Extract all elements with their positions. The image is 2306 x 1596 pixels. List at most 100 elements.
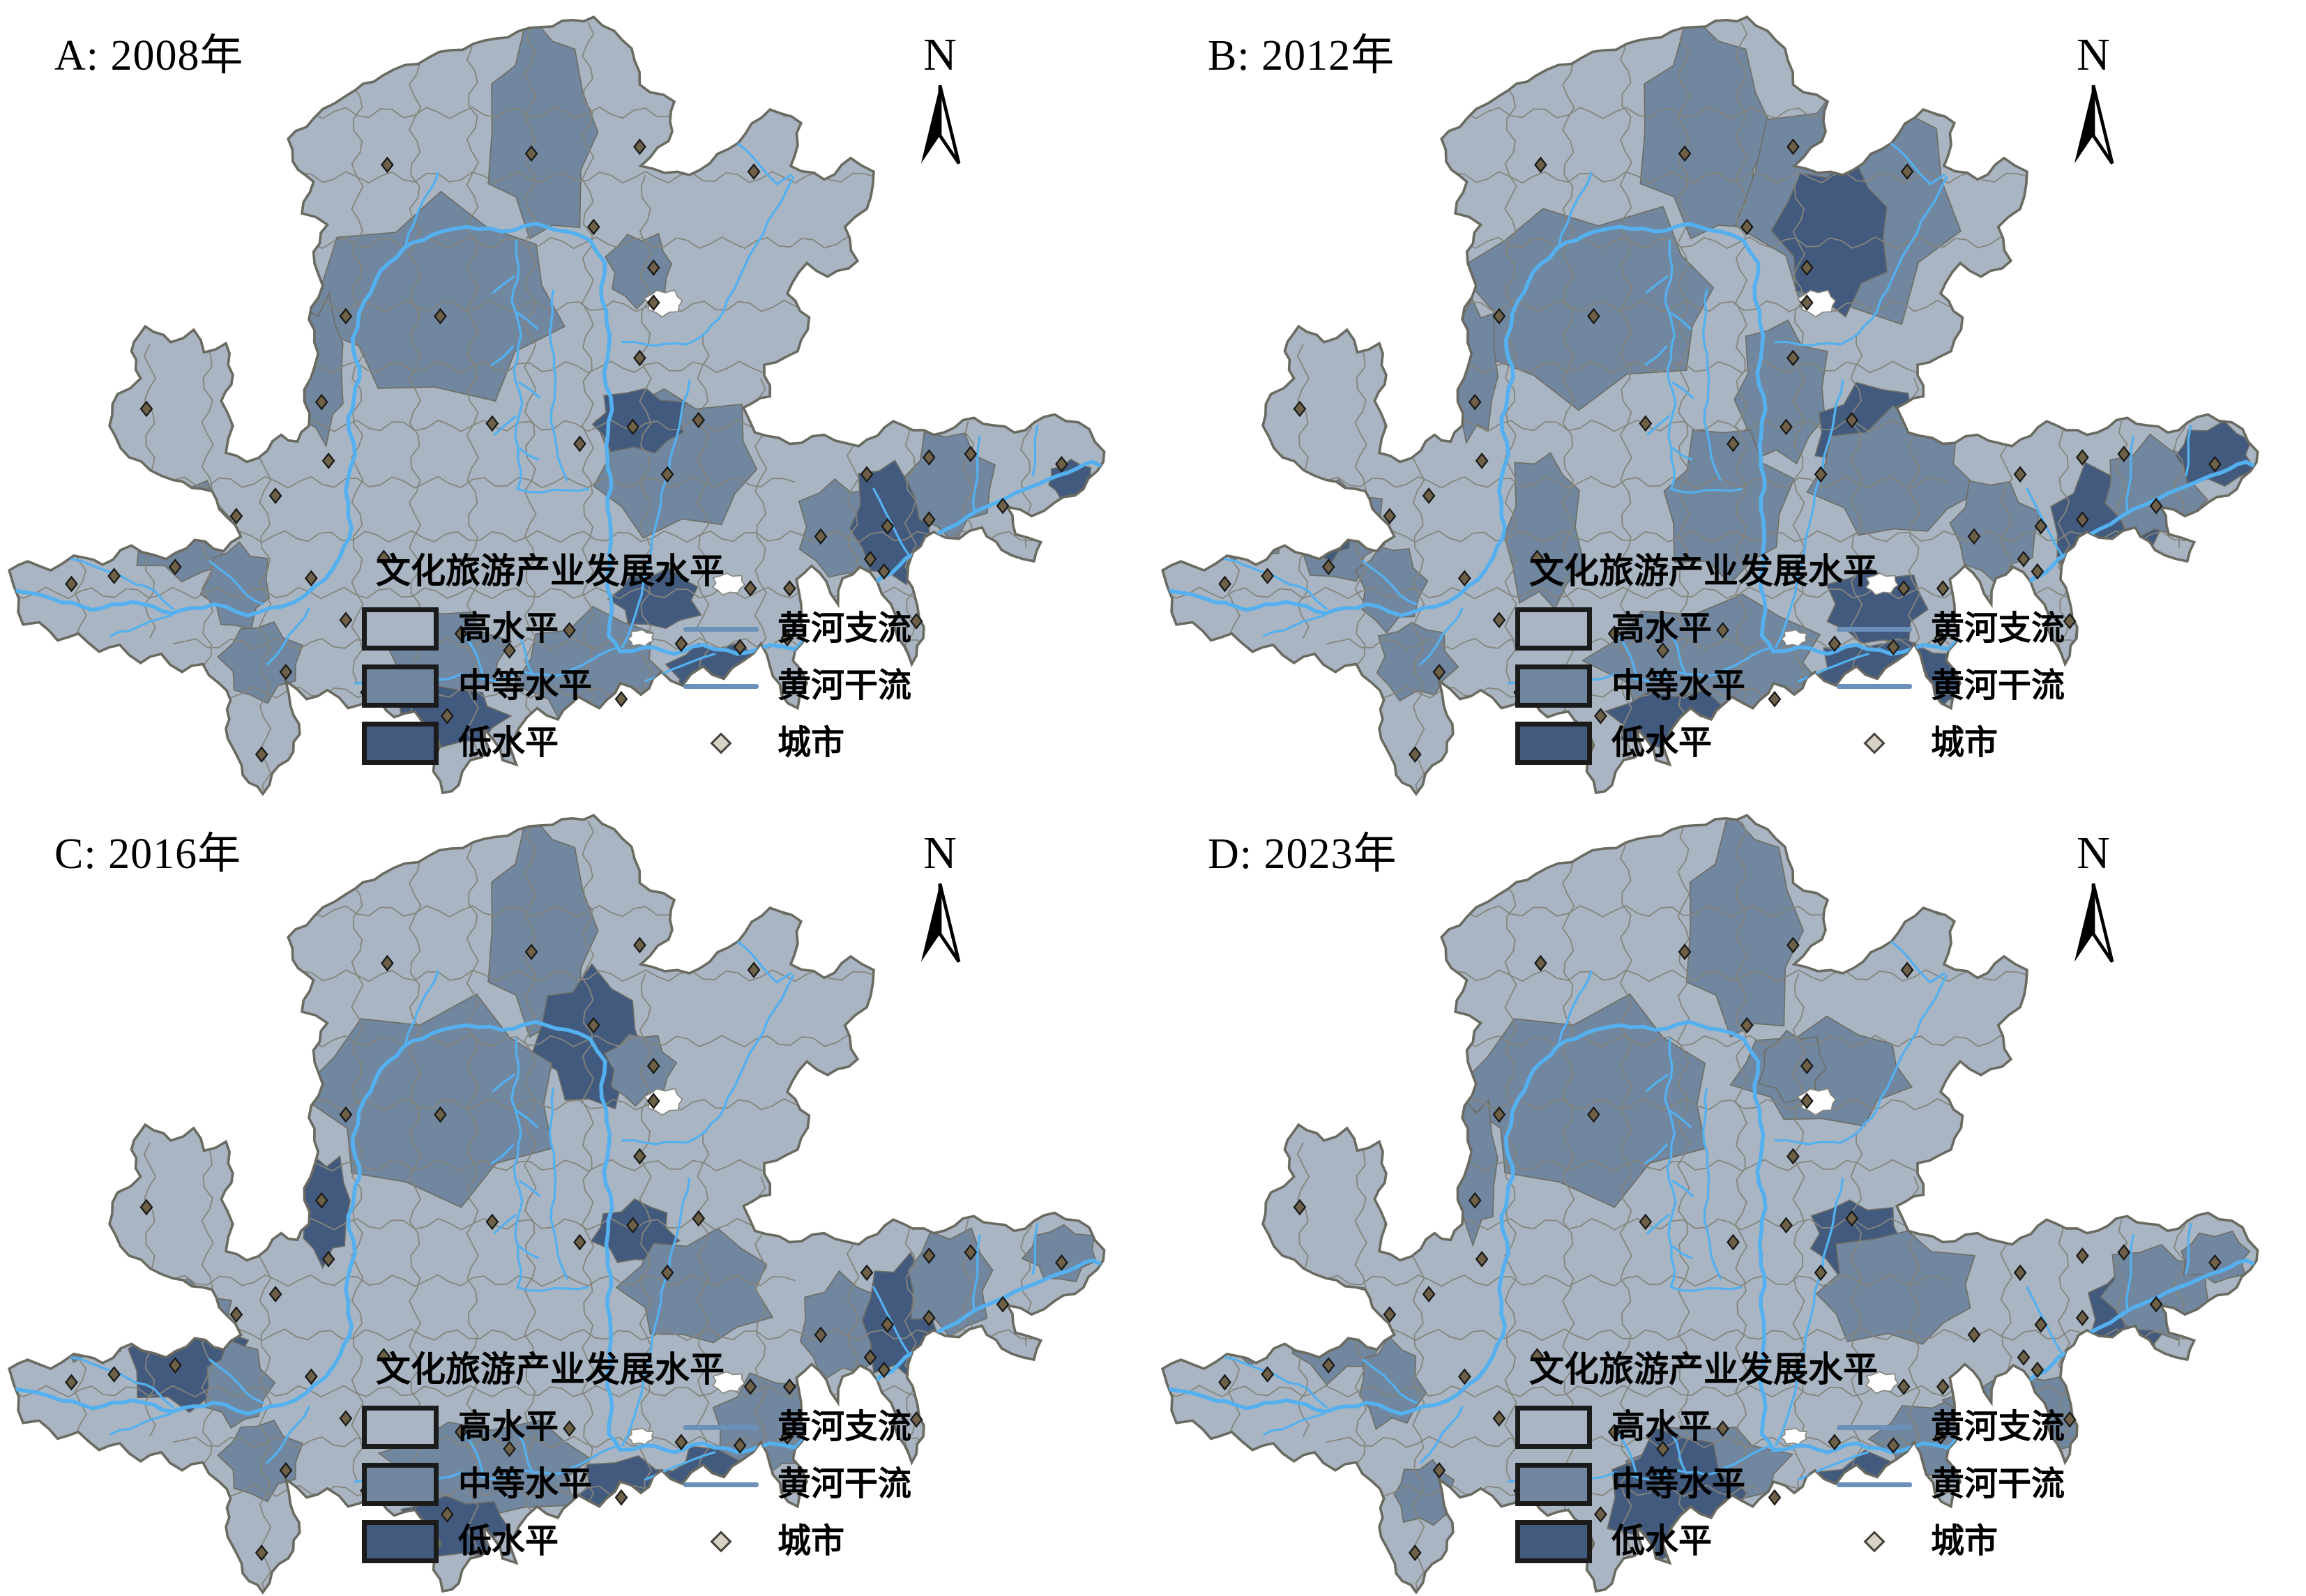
legend-grid: 高水平 黄河支流 中等水平 黄河干流 低水平 [1505,1406,2224,1563]
city-markers [65,138,1068,763]
legend-item-high: 高水平 [1505,1406,1826,1449]
county-borders [1165,22,2243,794]
tributary-label: 黄河支流 [1931,610,2065,647]
legend-title: 文化旅游产业发展水平 [1529,1350,1878,1389]
legend-grid: 高水平 黄河支流 中等水平 黄河干流 低水平 [352,607,1070,765]
legend-title: 文化旅游产业发展水平 [376,1350,725,1389]
basin-base [1162,815,2258,1593]
north-arrow-icon [2074,84,2114,165]
legend-item-low: 低水平 [1505,1520,1826,1563]
low-level-swatch [1515,722,1592,765]
north-label: N [2077,828,2110,879]
low-level-label: 低水平 [458,724,559,761]
legend-item-mainstem: 黄河干流 [673,666,1049,706]
legend-item-mainstem: 黄河干流 [1826,1464,2203,1505]
medium-level-swatch [362,1463,439,1506]
map-legend: 文化旅游产业发展水平 高水平 黄河支流 中等水平 黄河干流 [352,552,1070,765]
high-level-label: 高水平 [458,610,559,647]
legend-item-city: 城市 [673,1521,1049,1562]
tributary-line-icon [1836,1424,1913,1430]
high-level-label: 高水平 [458,1408,559,1445]
yellow-river-tributaries [1223,941,2192,1483]
north-indicator: N [2051,830,2135,968]
legend-item-tributary: 黄河支流 [673,1407,1049,1447]
north-label: N [923,828,957,879]
legend-item-medium: 中等水平 [352,1463,673,1506]
county-borders [11,820,1090,1593]
panel-title: D: 2023年 [1208,830,1397,878]
legend-grid: 高水平 黄河支流 中等水平 黄河干流 低水平 [352,1406,1070,1563]
city-label: 城市 [1931,1523,1998,1560]
panel-2016: C: 2016年 N 文化旅游产业发展水平 高水平 黄河支流 [0,798,1153,1596]
legend-title: 文化旅游产业发展水平 [376,552,725,591]
choropleth-map [1161,814,2259,1595]
legend-item-low: 低水平 [352,1520,673,1563]
panel-title: C: 2016年 [54,830,242,878]
panel-2023: D: 2023年 N 文化旅游产业发展水平 高水平 黄河支流 [1153,798,2306,1596]
legend-item-city: 城市 [1826,723,2203,763]
legend-item-low: 低水平 [352,722,673,765]
map-legend: 文化旅游产业发展水平 高水平 黄河支流 中等水平 黄河干流 [1505,1350,2224,1563]
low-level-label: 低水平 [458,1523,559,1560]
mainstem-label: 黄河干流 [777,667,912,704]
medium-level-label: 中等水平 [458,1466,593,1503]
city-diamond-icon [683,1530,759,1553]
city-label: 城市 [1931,724,1998,761]
tributary-line-icon [1836,626,1913,632]
medium-level-swatch [362,664,439,708]
medium-level-swatch [1515,1463,1592,1506]
low-level-swatch [362,722,439,765]
legend-item-low: 低水平 [1505,722,1826,765]
legend-item-tributary: 黄河支流 [1826,609,2203,649]
low-level-label: 低水平 [1611,724,1713,761]
legend-item-city: 城市 [673,723,1049,763]
yellow-river-tributaries [70,941,1039,1483]
tributary-label: 黄河支流 [777,610,912,647]
legend-item-mainstem: 黄河干流 [1826,666,2203,706]
medium-level-label: 中等水平 [1611,667,1746,704]
tributary-line-icon [683,1424,759,1430]
map-legend: 文化旅游产业发展水平 高水平 黄河支流 中等水平 黄河干流 [352,1350,1070,1563]
legend-item-tributary: 黄河支流 [673,609,1049,649]
mainstem-line-icon [683,683,759,689]
city-label: 城市 [777,1523,845,1560]
north-indicator: N [898,32,982,169]
basin-outline [1161,15,2259,796]
panel-2008: A: 2008年 N 文化旅游产业发展水平 高水平 黄河支流 [0,0,1153,798]
low-level-label: 低水平 [1611,1523,1713,1560]
mainstem-label: 黄河干流 [1931,1466,2065,1503]
choropleth-map [1161,15,2259,796]
basin-base [9,17,1105,794]
legend-item-tributary: 黄河支流 [1826,1407,2203,1447]
medium-level-swatch [1515,664,1592,708]
city-diamond-icon [1836,732,1913,754]
low-level-swatch [1515,1520,1592,1563]
tributary-label: 黄河支流 [1931,1408,2065,1445]
north-label: N [923,29,957,80]
north-arrow-icon [2074,883,2114,963]
legend-item-mainstem: 黄河干流 [673,1464,1049,1505]
tributary-line-icon [683,626,759,632]
legend-item-medium: 中等水平 [1505,664,1826,708]
mainstem-line-icon [683,1482,759,1487]
mainstem-label: 黄河干流 [1931,667,2065,704]
high-level-swatch [362,1406,439,1449]
legend-item-city: 城市 [1826,1521,2203,1562]
mainstem-label: 黄河干流 [777,1466,912,1503]
basin-outline [1161,814,2259,1595]
high-level-swatch [1515,1406,1592,1449]
mainstem-line-icon [1836,683,1913,689]
basin-base [1162,17,2258,794]
medium-level-label: 中等水平 [1611,1466,1746,1503]
city-label: 城市 [777,724,845,761]
high-level-label: 高水平 [1611,610,1713,647]
low-level-swatch [362,1520,439,1563]
mainstem-line-icon [1836,1482,1913,1487]
legend-item-high: 高水平 [352,607,673,651]
medium-level-label: 中等水平 [458,667,593,704]
panel-2012: B: 2012年 N 文化旅游产业发展水平 高水平 黄河支流 [1153,0,2306,798]
panel-title: A: 2008年 [54,32,244,79]
north-indicator: N [2051,32,2135,169]
legend-grid: 高水平 黄河支流 中等水平 黄河干流 低水平 [1505,607,2224,765]
